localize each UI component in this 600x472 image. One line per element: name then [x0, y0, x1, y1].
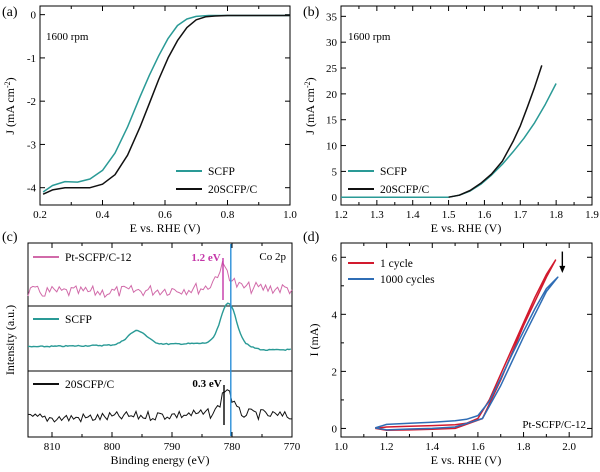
- x-tick-label: 1.8: [517, 441, 531, 453]
- x-tick-label: 1.6: [478, 209, 492, 221]
- y-axis-label: I (mA): [307, 324, 321, 357]
- x-tick-label: 0.8: [221, 209, 235, 221]
- legend-entry: SCFP: [65, 314, 92, 326]
- y-tick-label: 20: [326, 89, 338, 101]
- y-tick-label: 30: [326, 37, 338, 49]
- x-tick-label: 2.0: [562, 441, 576, 453]
- series-20scfp-c-line: [42, 14, 290, 195]
- y-tick-label: -4: [27, 183, 37, 195]
- series-1-cycle-line: [375, 259, 557, 431]
- annotation-catalyst: Pt-SCFP/C-12: [522, 419, 586, 431]
- panel-label-b: (b): [303, 5, 320, 20]
- y-tick-label: -2: [27, 96, 36, 108]
- y-tick-label: 4: [332, 309, 338, 321]
- x-tick-label: 1.2: [334, 209, 348, 221]
- y-axis-label-text: J (mA cm: [303, 87, 317, 134]
- legend-entry: 20SCFP/C: [65, 379, 115, 391]
- x-tick-label: 1.6: [471, 441, 485, 453]
- y-tick-label: 15: [326, 115, 338, 127]
- x-tick-label: 770: [284, 441, 301, 453]
- legend-entry: 1 cycle: [380, 258, 413, 270]
- x-tick-label: 1.2: [380, 441, 394, 453]
- y-axis-label-sup: -2: [3, 81, 12, 88]
- y-tick-label: 10: [326, 141, 338, 153]
- y-tick-label: -3: [27, 139, 37, 151]
- series-scfp-line: [448, 83, 557, 198]
- series-pt-scfp-c-12-line: [27, 260, 293, 299]
- x-tick-label: 800: [104, 441, 121, 453]
- legend-entry: 20SCFP/C: [380, 184, 430, 196]
- x-axis-label: E vs. RHE (V): [431, 453, 502, 467]
- x-tick-label: 0.4: [96, 209, 110, 221]
- annotation-rpm: 1600 rpm: [46, 31, 89, 43]
- x-tick-label: 1.4: [406, 209, 420, 221]
- legend-entry: 1000 cycles: [380, 274, 435, 286]
- panel-label-a: (a): [2, 5, 18, 20]
- x-tick-label: 1.3: [370, 209, 384, 221]
- y-axis-label-text: I (mA): [307, 324, 321, 357]
- y-axis-label-text: J (mA cm: [3, 87, 17, 134]
- legend-entry: SCFP: [380, 166, 407, 178]
- y-tick-label: 25: [326, 63, 338, 75]
- y-tick-label: 6: [332, 252, 338, 264]
- y-axis-label: Intensity (a.u.): [3, 305, 17, 375]
- y-axis-label: J (mA cm-2): [3, 77, 17, 134]
- x-tick-label: 1.7: [513, 209, 527, 221]
- y-tick-label: 5: [332, 166, 338, 178]
- x-tick-label: 1.4: [425, 441, 439, 453]
- x-axis-label: E vs. RHE (V): [431, 221, 502, 235]
- series-scfp-line: [42, 14, 290, 193]
- panel-label-d: (d): [303, 230, 320, 245]
- x-tick-label: 810: [44, 441, 61, 453]
- y-tick-label: 0: [332, 192, 338, 204]
- y-axis-label: J (mA cm-2): [303, 77, 317, 134]
- annotation-rpm: 1600 rpm: [348, 31, 391, 43]
- x-axis-label: E vs. RHE (V): [130, 221, 201, 235]
- annotation-co2p: Co 2p: [259, 251, 286, 263]
- legend-entry: Pt-SCFP/C-12: [65, 252, 132, 264]
- y-axis-label-end: ): [303, 77, 317, 81]
- decay-arrow-head: [559, 265, 566, 273]
- series-20scfp-c-line: [448, 65, 543, 198]
- series-scfp-line: [28, 302, 291, 352]
- peak-label-0-3ev: 0.3 eV: [192, 378, 221, 390]
- x-tick-label: 1.9: [585, 209, 599, 221]
- legend-entry: 20SCFP/C: [208, 184, 258, 196]
- x-tick-label: 0.2: [33, 209, 47, 221]
- x-tick-label: 1.8: [549, 209, 563, 221]
- panel-label-c: (c): [2, 230, 18, 245]
- x-tick-label: 1.0: [283, 209, 297, 221]
- panel-c-frame: [27, 242, 293, 438]
- series-20scfp-c-line: [27, 389, 292, 423]
- peak-label-1-2ev: 1.2 eV: [191, 252, 220, 264]
- y-tick-label: 35: [326, 11, 338, 23]
- x-tick-label: 1.0: [334, 441, 348, 453]
- y-tick-label: 0: [332, 423, 338, 435]
- y-axis-label-sup: -2: [303, 81, 312, 88]
- x-axis-label: Binding energy (eV): [110, 453, 209, 467]
- x-tick-label: 780: [224, 441, 241, 453]
- x-tick-label: 0.6: [158, 209, 172, 221]
- y-tick-label: 2: [332, 366, 338, 378]
- y-axis-label-text: Intensity (a.u.): [3, 305, 17, 375]
- y-tick-label: -1: [27, 53, 36, 65]
- y-axis-label-end: ): [3, 77, 17, 81]
- x-tick-label: 1.5: [442, 209, 456, 221]
- legend-entry: SCFP: [208, 166, 235, 178]
- panel-d-frame: [340, 242, 593, 438]
- x-tick-label: 790: [164, 441, 181, 453]
- series-1000-cycles-line: [374, 276, 559, 431]
- y-tick-label: 0: [31, 10, 37, 22]
